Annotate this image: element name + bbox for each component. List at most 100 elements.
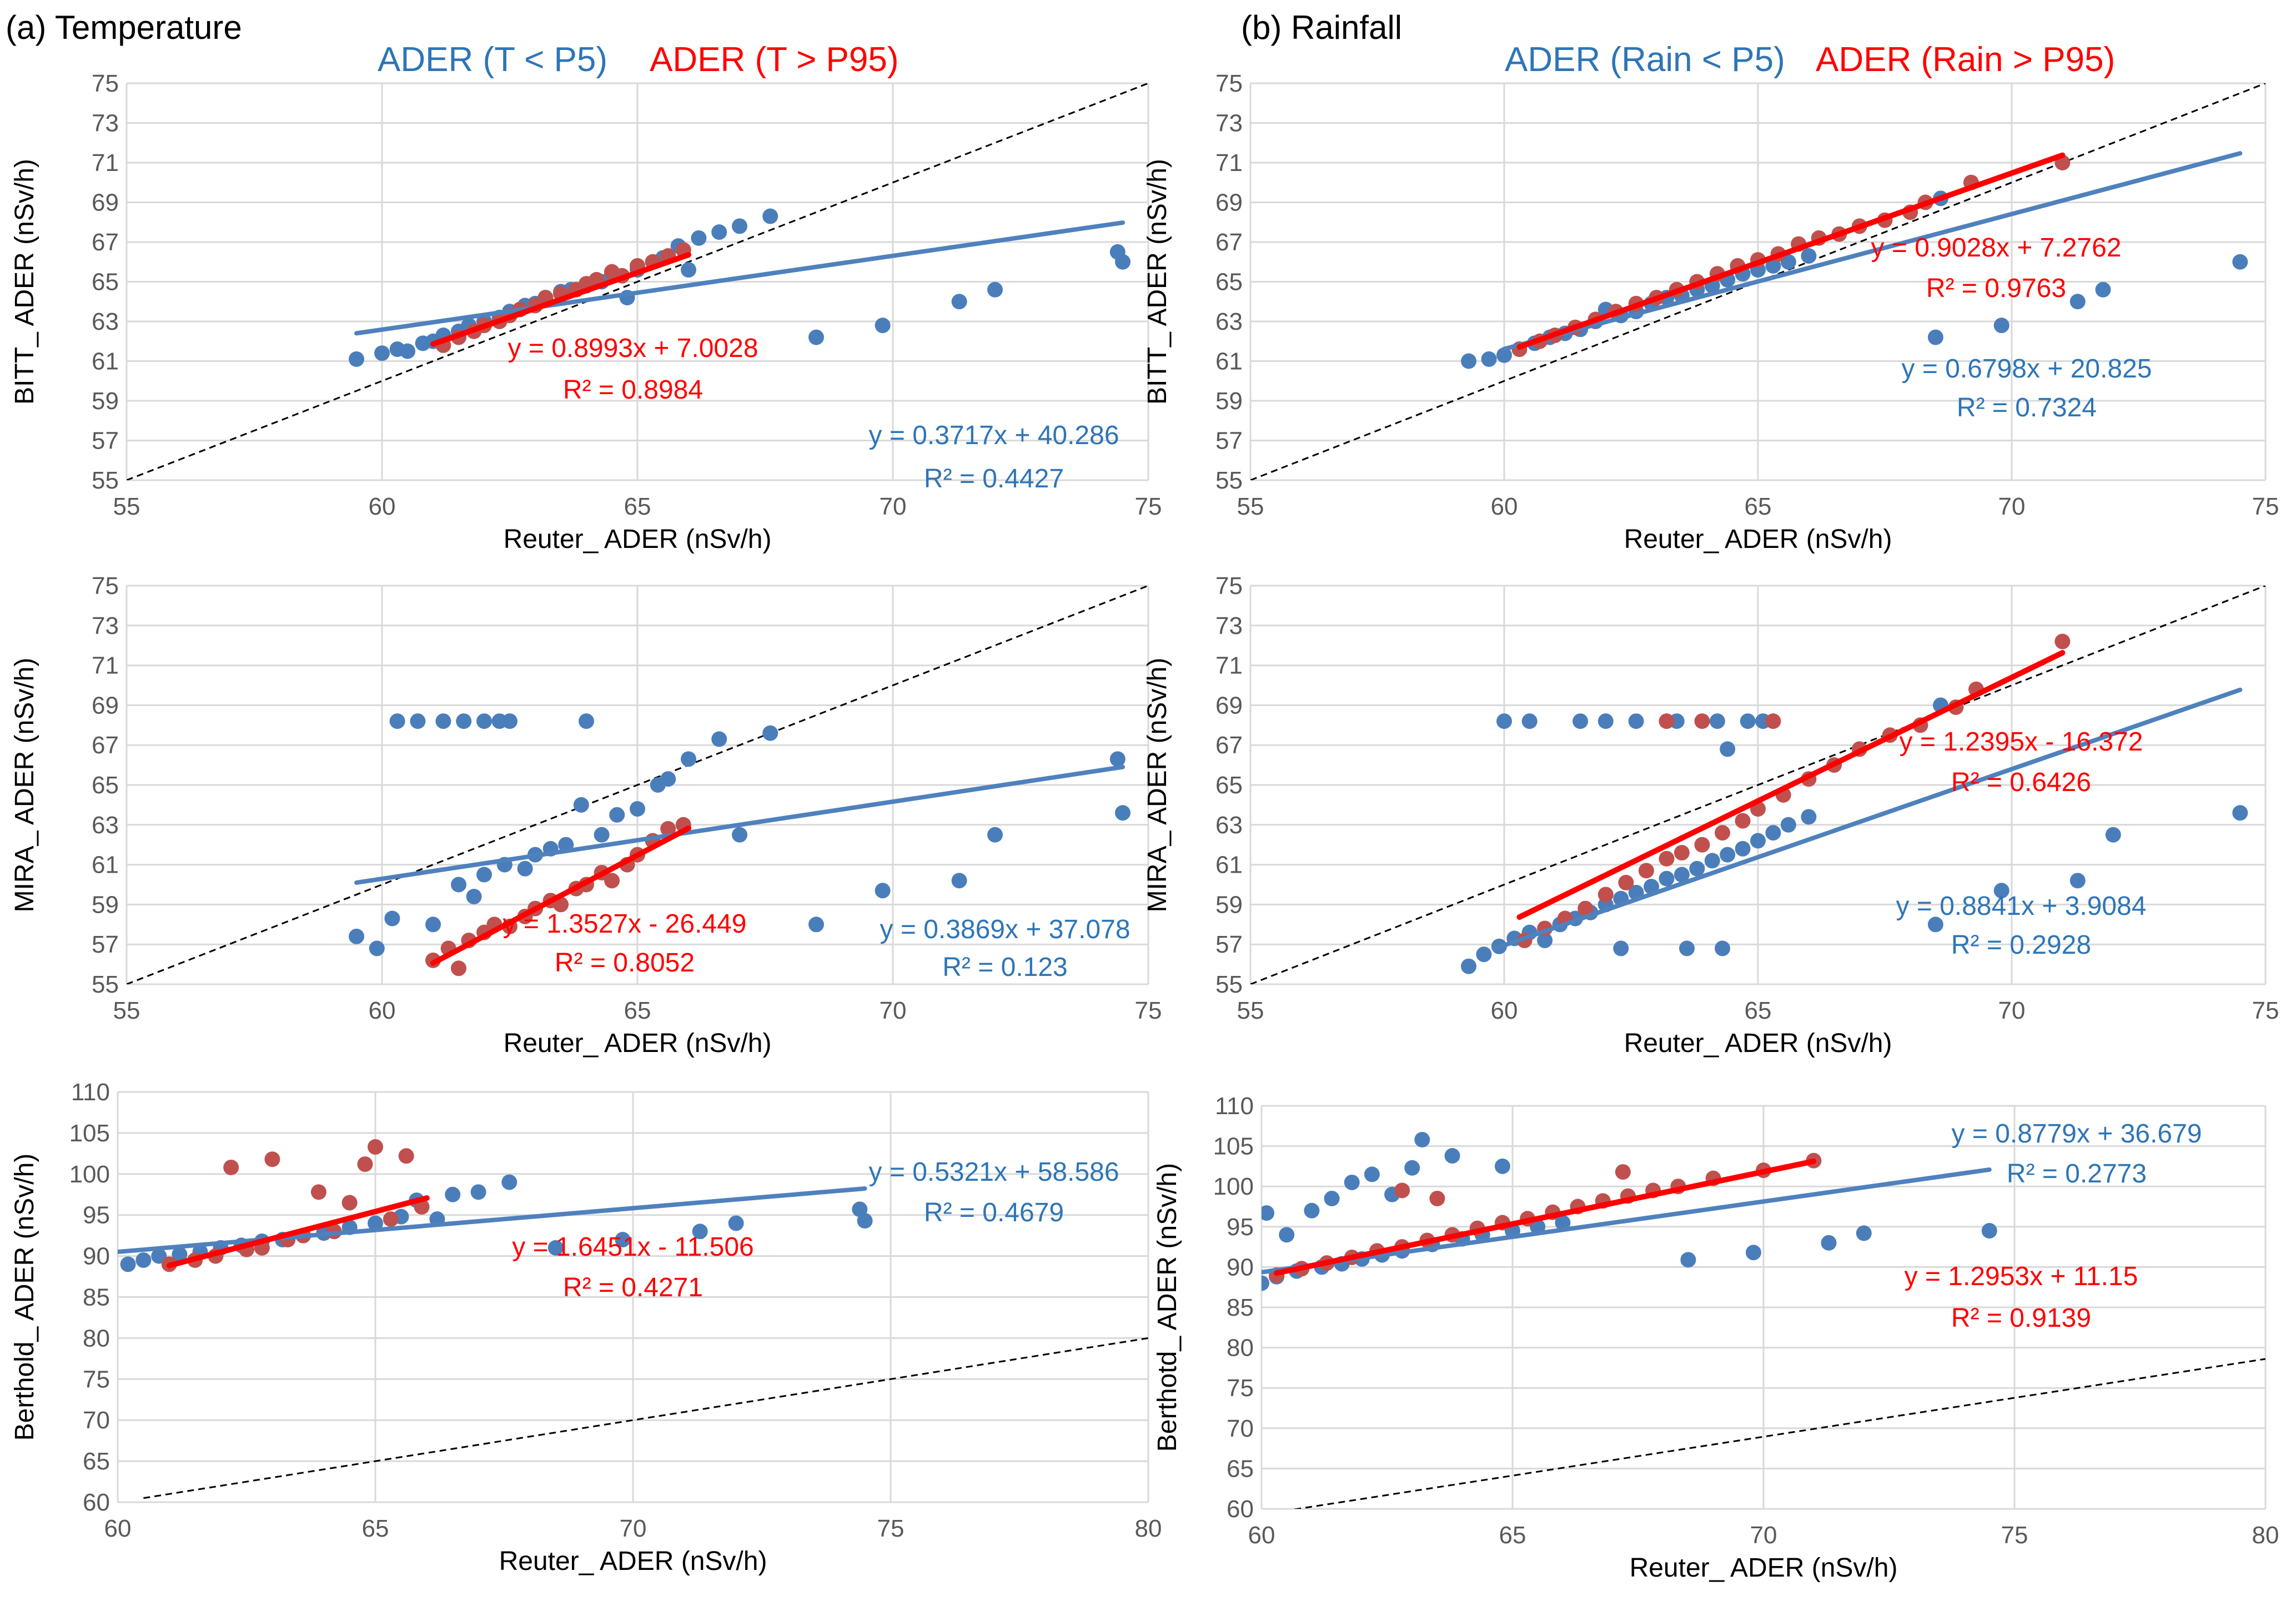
red-data-point	[1638, 863, 1654, 879]
x-tick-label: 70	[1998, 997, 2026, 1024]
blue-data-point	[1720, 847, 1736, 863]
blue-data-point	[374, 345, 390, 361]
red-data-point	[1615, 1164, 1631, 1180]
y-tick-label: 90	[1227, 1253, 1254, 1281]
y-tick-label: 63	[92, 308, 119, 335]
y-tick-label: 65	[92, 269, 119, 296]
y-tick-label: 60	[83, 1489, 110, 1516]
y-tick-label: 63	[92, 812, 119, 839]
blue-data-point	[692, 1224, 708, 1240]
blue-data-point	[2069, 294, 2086, 310]
y-tick-label: 95	[83, 1202, 110, 1229]
blue-data-point	[1993, 318, 2009, 334]
x-tick-label: 65	[1745, 493, 1772, 520]
blue-data-point	[711, 224, 727, 240]
red-data-point	[1429, 1190, 1445, 1206]
blue-data-point	[594, 827, 610, 843]
blue-fit-r2: R² = 0.4679	[924, 1198, 1064, 1227]
blue-data-point	[1344, 1174, 1360, 1190]
blue-data-point	[1765, 825, 1781, 841]
y-tick-label: 61	[92, 348, 119, 375]
red-trend-line	[430, 825, 691, 966]
red-data-point	[604, 873, 620, 889]
x-tick-label: 70	[880, 997, 907, 1024]
blue-fit-equation: y = 0.8841x + 3.9084	[1896, 892, 2146, 921]
blue-data-point	[732, 218, 747, 234]
chart-berthold-temp: 60 65 70 75 80 85 90 95 100 105 110 60 65 70 75 80 Reute…	[10, 1079, 1162, 1576]
blue-data-point	[1572, 713, 1589, 729]
x-tick-label: 75	[2001, 1522, 2028, 1549]
red-data-point	[1577, 900, 1594, 917]
red-fit-r2: R² = 0.8052	[555, 948, 695, 978]
y-tick-label: 75	[1215, 70, 1243, 97]
y-tick-label: 67	[92, 229, 119, 256]
plot-area-mira-rain	[1250, 586, 2265, 984]
y-tick-label: 85	[1227, 1294, 1254, 1321]
blue-fit-equation: y = 0.6798x + 20.825	[1901, 354, 2152, 384]
y-tick-label: 95	[1227, 1214, 1254, 1241]
blue-data-point	[691, 230, 707, 246]
y-tick-label: 73	[1215, 612, 1243, 640]
blue-data-point	[1750, 833, 1766, 849]
x-tick-label: 75	[877, 1515, 905, 1542]
x-tick-label: 60	[369, 997, 396, 1024]
x-tick-label: 70	[1750, 1522, 1777, 1549]
blue-data-point	[1740, 713, 1756, 729]
y-tick-label: 61	[1215, 852, 1243, 879]
y-tick-label: 69	[1215, 189, 1243, 217]
x-tick-label: 60	[1491, 493, 1518, 520]
blue-data-point	[2232, 254, 2248, 270]
y-tick-label: 105	[69, 1120, 110, 1147]
chart-berthold-rain: 60 65 70 75 80 85 90 95 100 105 110 60 65 70 75 80 Reute…	[1153, 1093, 2279, 1583]
y-tick-label: 57	[1215, 931, 1243, 958]
y-tick-label: 63	[1215, 308, 1243, 335]
y-tick-label: 65	[92, 772, 119, 799]
blue-data-point	[1597, 713, 1614, 729]
blue-trend-line	[354, 764, 1125, 885]
red-data-point	[1659, 850, 1675, 867]
blue-data-point	[1745, 1245, 1761, 1261]
x-tick-label: 70	[1998, 493, 2026, 520]
x-tick-label: 60	[369, 493, 396, 520]
blue-data-point	[400, 343, 415, 359]
identity-line	[127, 586, 1148, 984]
y-axis-label: Berthotd_ ADER (nSv/h)	[1153, 1163, 1182, 1452]
red-fit-equation: y = 1.6451x - 11.506	[512, 1232, 753, 1262]
y-tick-label: 80	[83, 1325, 110, 1352]
red-data-point	[223, 1159, 239, 1175]
blue-data-point	[1537, 933, 1553, 949]
blue-data-point	[857, 1213, 873, 1229]
plot-area-berthold-temp	[118, 1139, 1148, 1499]
blue-data-point	[2069, 873, 2086, 889]
x-tick-label: 55	[1237, 493, 1264, 520]
blue-data-point	[384, 910, 400, 927]
blue-fit-r2: R² = 0.4427	[924, 464, 1064, 494]
blue-data-point	[875, 318, 891, 334]
blue-data-point	[435, 713, 451, 729]
plot-area-bitt-temp	[127, 83, 1148, 480]
panel-title-temperature: (a) Temperature	[6, 9, 242, 46]
x-tick-label: 65	[624, 493, 651, 520]
y-axis-label: Berthold_ ADER (nSv/h)	[10, 1154, 39, 1441]
x-tick-label: 80	[1135, 1515, 1162, 1542]
red-data-point	[398, 1148, 414, 1164]
blue-fit-r2: R² = 0.2928	[1951, 930, 2091, 960]
identity-line	[1250, 586, 2265, 984]
x-tick-label: 65	[1499, 1522, 1526, 1549]
x-tick-label: 70	[620, 1515, 647, 1542]
identity-line	[127, 83, 1148, 480]
y-tick-label: 73	[92, 612, 119, 640]
blue-data-point	[1689, 860, 1705, 877]
y-tick-label: 100	[1213, 1173, 1254, 1200]
blue-data-point	[476, 713, 492, 729]
legend-rain-blue: ADER (Rain < P5)	[1505, 41, 1785, 79]
blue-data-point	[135, 1252, 152, 1268]
red-fit-equation: y = 1.2953x + 11.15	[1905, 1262, 2138, 1291]
y-tick-label: 59	[1215, 387, 1243, 415]
red-data-point	[383, 1211, 399, 1227]
blue-data-point	[732, 827, 747, 843]
blue-data-point	[1801, 809, 1817, 825]
red-fit-equation: y = 1.3527x - 26.449	[503, 909, 747, 939]
y-tick-label: 71	[1215, 652, 1243, 679]
